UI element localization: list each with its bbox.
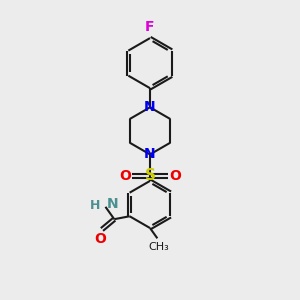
Text: F: F xyxy=(145,20,155,34)
Text: CH₃: CH₃ xyxy=(148,242,169,252)
Text: O: O xyxy=(94,232,106,246)
Text: N: N xyxy=(144,100,156,114)
Text: N: N xyxy=(144,147,156,161)
Text: O: O xyxy=(169,169,181,183)
Text: O: O xyxy=(119,169,131,183)
Text: H: H xyxy=(90,199,100,212)
Text: S: S xyxy=(145,168,155,183)
Text: N: N xyxy=(107,197,118,212)
